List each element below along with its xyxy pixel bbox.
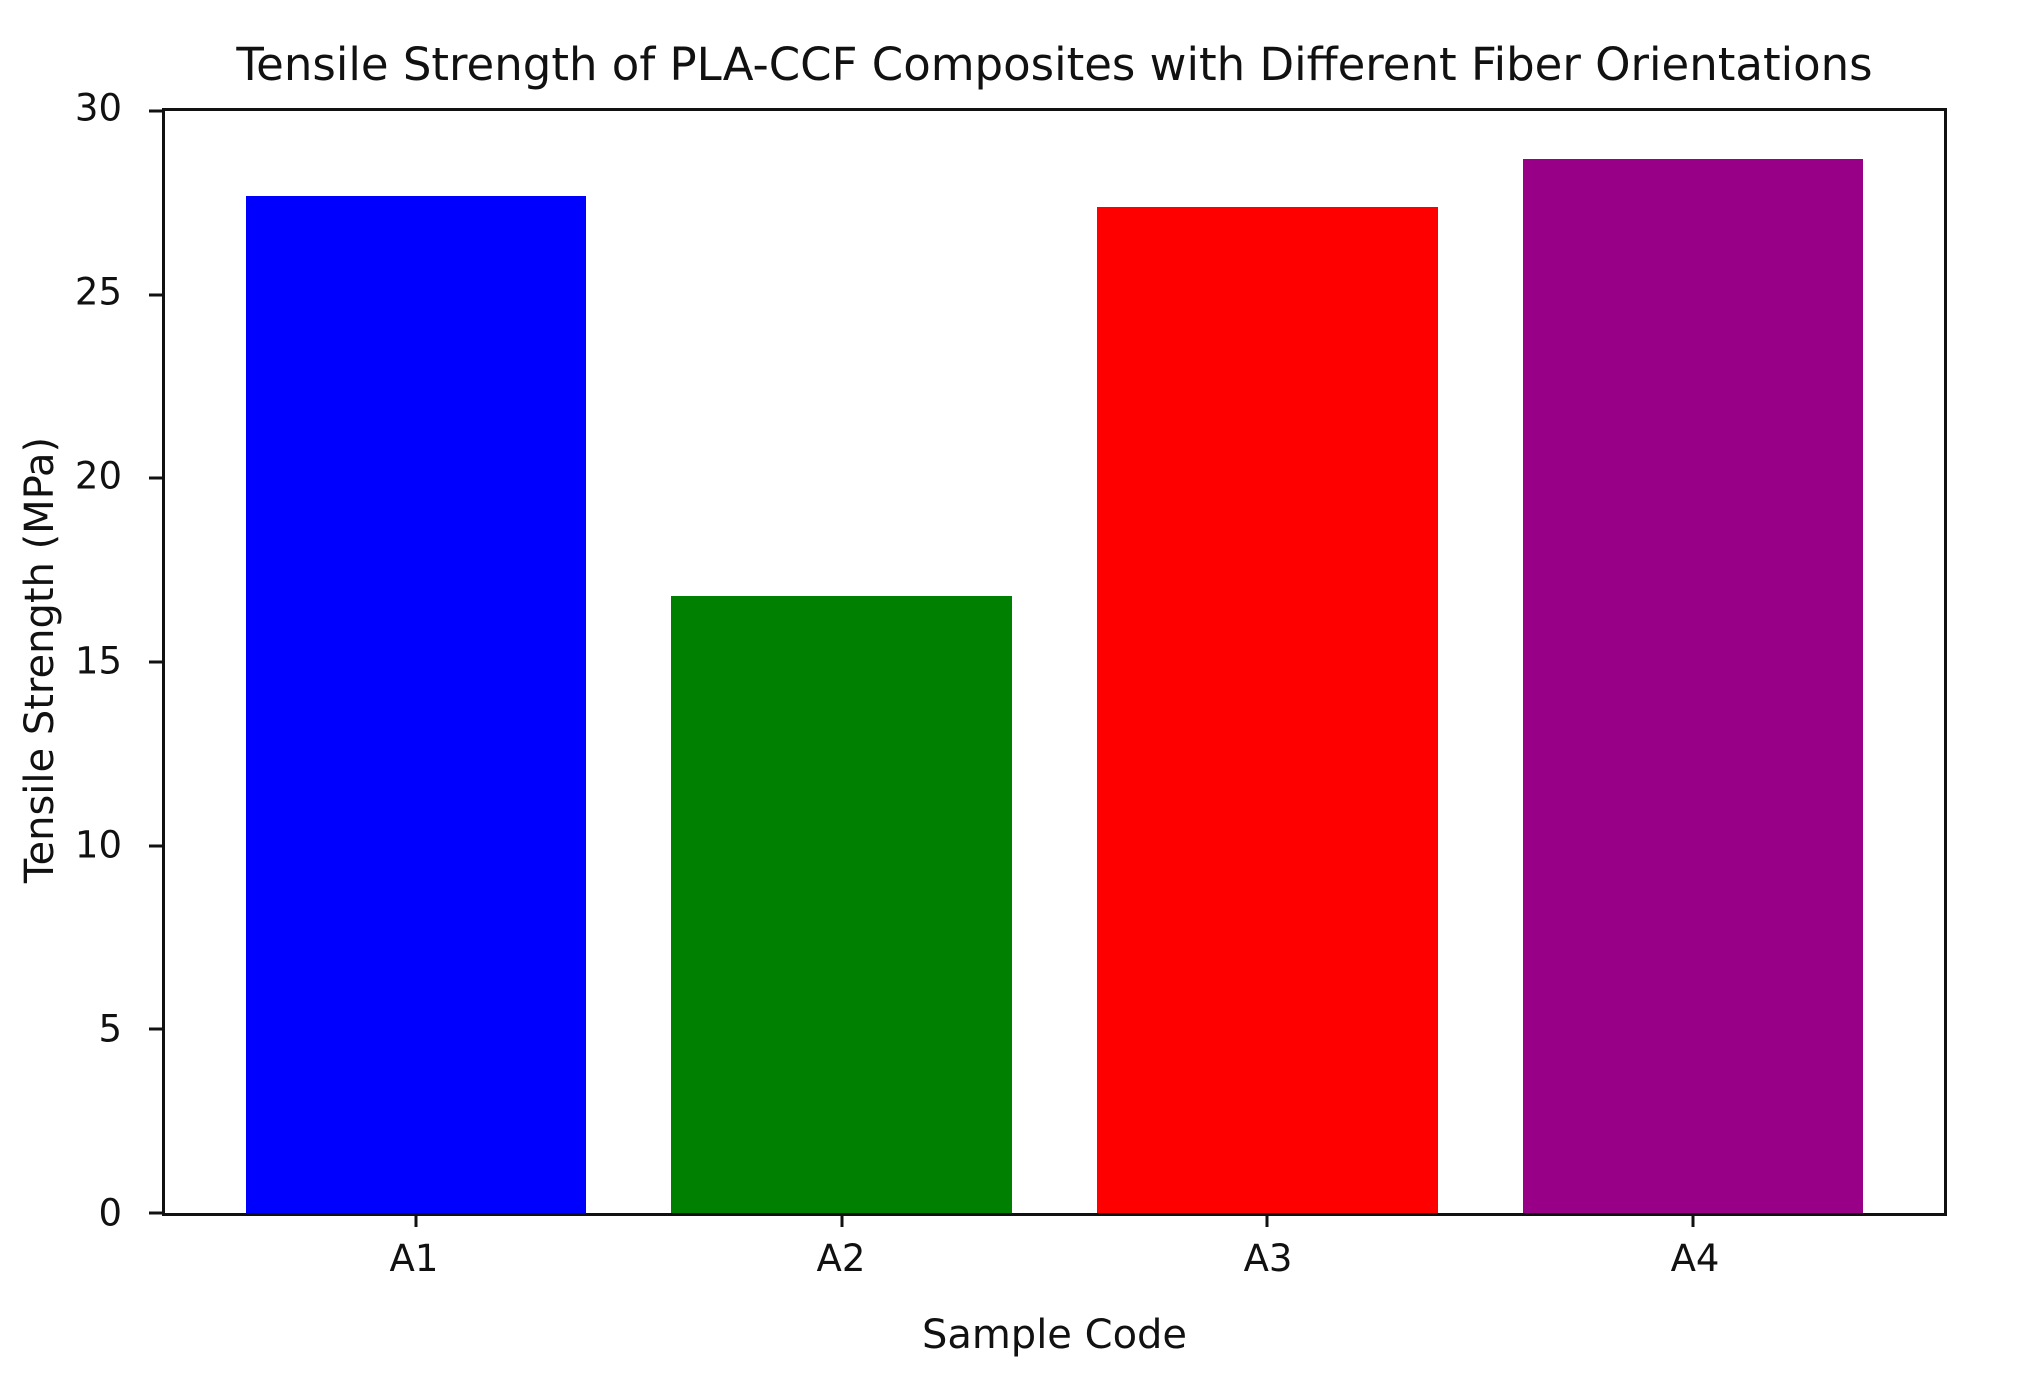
- x-axis-label: Sample Code: [921, 1312, 1188, 1358]
- y-tick-mark: [149, 109, 162, 113]
- x-tick-label: A1: [389, 1237, 439, 1280]
- chart-title: Tensile Strength of PLA-CCF Composites w…: [236, 38, 1873, 91]
- x-tick-mark: [840, 1213, 844, 1227]
- y-tick-label: 15: [74, 639, 122, 682]
- y-tick-mark: [149, 476, 162, 480]
- bars-container: [165, 111, 1944, 1213]
- y-tick-mark: [149, 660, 162, 664]
- y-tick-mark: [149, 293, 162, 297]
- plot-area: [149, 108, 1947, 1227]
- y-tick-labels: 0 5 10 15 20 25 30: [0, 90, 142, 1232]
- y-tick-label: 25: [74, 270, 122, 314]
- x-tick-label: A3: [1243, 1237, 1293, 1280]
- y-tick-label: 20: [74, 454, 122, 498]
- y-tick-mark: [149, 844, 162, 848]
- bar-a2: [671, 595, 1012, 1213]
- x-tick-labels: A1 A2 A3 A4: [162, 1240, 1947, 1290]
- x-tick-mark: [1265, 1213, 1269, 1227]
- y-tick-mark: [149, 1027, 162, 1031]
- y-tick-label: 0: [98, 1191, 122, 1235]
- x-tick-label: A2: [816, 1237, 866, 1280]
- y-tick-label: 30: [74, 86, 122, 130]
- x-tick-mark: [1691, 1213, 1695, 1227]
- y-tick-label: 5: [98, 1007, 122, 1051]
- x-tick-mark: [414, 1213, 418, 1227]
- x-tick-label: A4: [1670, 1237, 1720, 1280]
- bar-a1: [245, 195, 587, 1213]
- y-tick-mark: [149, 1211, 162, 1215]
- y-tick-label: 10: [74, 823, 122, 867]
- bar-a3: [1097, 206, 1438, 1213]
- bar-a4: [1522, 158, 1864, 1213]
